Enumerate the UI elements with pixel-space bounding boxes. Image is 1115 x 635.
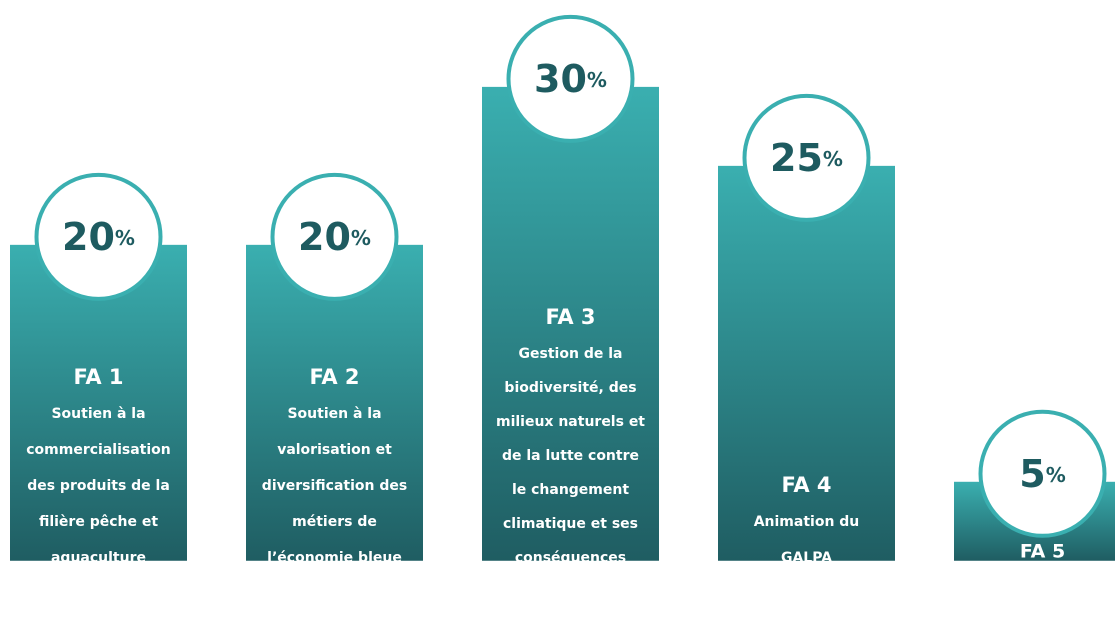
percent-circle — [742, 93, 871, 222]
description-line: valorisation et — [277, 442, 392, 458]
percent-label: 20% — [298, 214, 371, 258]
description-line: filière pêche et — [39, 514, 158, 530]
percent-label: 30% — [534, 56, 607, 100]
percent-circle — [34, 172, 163, 301]
amount: 200 000 € — [737, 589, 876, 618]
percent-circle — [978, 409, 1107, 538]
percent-unit: % — [351, 225, 371, 249]
description-line: climatique et ses — [503, 516, 638, 532]
description-line: métiers de — [292, 514, 377, 530]
percent-number: 5 — [1019, 451, 1045, 495]
category-label: FA 3 — [545, 305, 595, 329]
percent-unit: % — [823, 146, 843, 170]
percent-label: 5% — [1019, 451, 1066, 495]
percent-number: 20 — [298, 214, 351, 258]
percent-label: 25% — [770, 135, 843, 179]
description-line: biodiversité, des — [504, 380, 636, 396]
amount: 160 000 € — [29, 589, 168, 618]
description-line: milieux naturels et — [496, 414, 645, 430]
description-line: l’économie bleue — [267, 550, 402, 566]
percent-label: 20% — [62, 214, 135, 258]
amount: 40 000 € — [994, 595, 1091, 619]
description-line: des produits de la — [27, 478, 170, 494]
amount: 160 000 € — [265, 589, 404, 618]
percent-unit: % — [1046, 462, 1066, 486]
bar — [482, 86, 659, 561]
description-line: diversification des — [262, 478, 407, 494]
category-label: FA 1 — [73, 365, 123, 389]
amount: 240 000 € — [501, 589, 640, 618]
percent-circle — [506, 14, 635, 143]
description-line: aquaculture — [51, 550, 146, 566]
category-label: FA 2 — [309, 365, 359, 389]
percent-number: 25 — [770, 135, 823, 179]
description-line: commercialisation — [26, 442, 171, 458]
description-line: Gestion de la — [519, 346, 623, 362]
percent-unit: % — [587, 67, 607, 91]
description-line: GALPA — [781, 550, 832, 566]
description-line: le changement — [512, 482, 629, 498]
percent-circle — [270, 172, 399, 301]
description-line: conséquences — [515, 550, 626, 566]
description-line: de la lutte contre — [502, 448, 639, 464]
description-line: Coopération — [998, 573, 1088, 588]
bar — [718, 165, 895, 561]
percent-number: 20 — [62, 214, 115, 258]
percent-unit: % — [115, 225, 135, 249]
category-label: FA 5 — [1020, 541, 1065, 563]
description-line: Animation du — [754, 514, 860, 530]
category-label: FA 4 — [781, 473, 831, 497]
description-line: Soutien à la — [51, 406, 145, 422]
description-line: Soutien à la — [287, 406, 381, 422]
percent-number: 30 — [534, 56, 587, 100]
